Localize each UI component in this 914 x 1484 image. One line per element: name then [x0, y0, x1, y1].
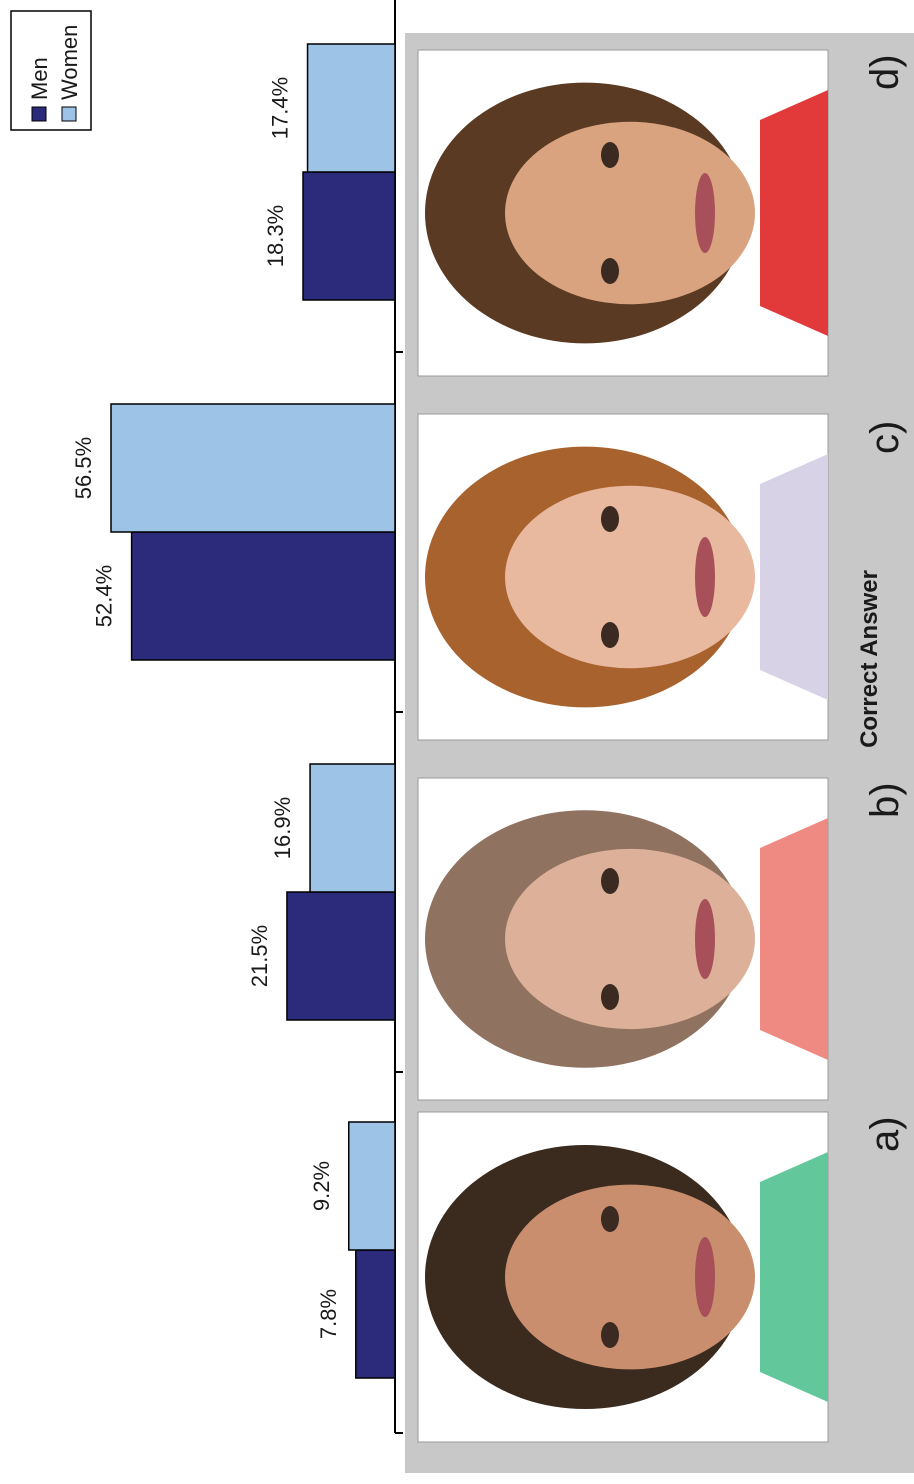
mouth-shape: [695, 1237, 715, 1317]
mouth-shape: [695, 173, 715, 253]
bar-women: [348, 1121, 396, 1251]
legend-swatch: [61, 106, 77, 122]
legend-label: Women: [57, 25, 82, 100]
data-label: 16.9%: [270, 797, 295, 859]
bar-men: [302, 171, 396, 301]
data-label: 17.4%: [268, 77, 293, 139]
eye-shape: [601, 258, 619, 284]
bar-men: [355, 1249, 396, 1379]
data-label: 52.4%: [92, 565, 117, 627]
value-axis: [394, 0, 403, 1434]
legend: Men Women: [10, 10, 92, 131]
eye-shape: [601, 142, 619, 168]
bar-women: [309, 763, 396, 893]
face-shape: [505, 485, 755, 669]
face-shape: [505, 1184, 755, 1370]
shirt-shape: [760, 90, 828, 336]
shirt-shape: [760, 818, 828, 1060]
eye-shape: [601, 1322, 619, 1348]
mouth-shape: [695, 537, 715, 617]
correct-answer-annotation: Correct Answer: [856, 570, 883, 748]
category-label: c): [863, 421, 907, 454]
photo-panel: a) b) c) d) Correct Answer: [405, 33, 914, 1473]
legend-box: [10, 10, 92, 131]
eye-shape: [601, 984, 619, 1010]
eye-shape: [601, 506, 619, 532]
category-label: a): [863, 1116, 907, 1152]
bar-layer: 7.8% 9.2% 21.5% 16.9% 52.4% 56.5% 18.3% 17.4%: [71, 43, 396, 1379]
bar-men: [286, 891, 396, 1021]
mouth-shape: [695, 899, 715, 979]
data-label: 9.2%: [309, 1161, 334, 1211]
category-label: b): [863, 782, 907, 818]
bar-men: [130, 531, 396, 661]
face-photo-auburn-hair-smiling-woman: [417, 413, 829, 741]
data-label: 18.3%: [263, 205, 288, 267]
bar-women: [306, 43, 396, 173]
data-label: 56.5%: [71, 437, 96, 499]
face-photo-dark-brown-hair-woman: [417, 1111, 829, 1443]
bar-women: [110, 403, 396, 533]
eye-shape: [601, 622, 619, 648]
shirt-shape: [760, 454, 828, 700]
eye-shape: [601, 868, 619, 894]
face-photo-light-brown-hair-woman: [417, 777, 829, 1101]
face-photo-young-brunette-woman: [417, 49, 829, 377]
face-shape: [505, 848, 755, 1030]
legend-swatch: [31, 106, 47, 122]
category-label: d): [863, 54, 907, 90]
legend-label: Men: [27, 57, 52, 100]
data-label: 21.5%: [247, 925, 272, 987]
face-shape: [505, 121, 755, 305]
shirt-shape: [760, 1152, 828, 1402]
data-label: 7.8%: [316, 1289, 341, 1339]
eye-shape: [601, 1206, 619, 1232]
